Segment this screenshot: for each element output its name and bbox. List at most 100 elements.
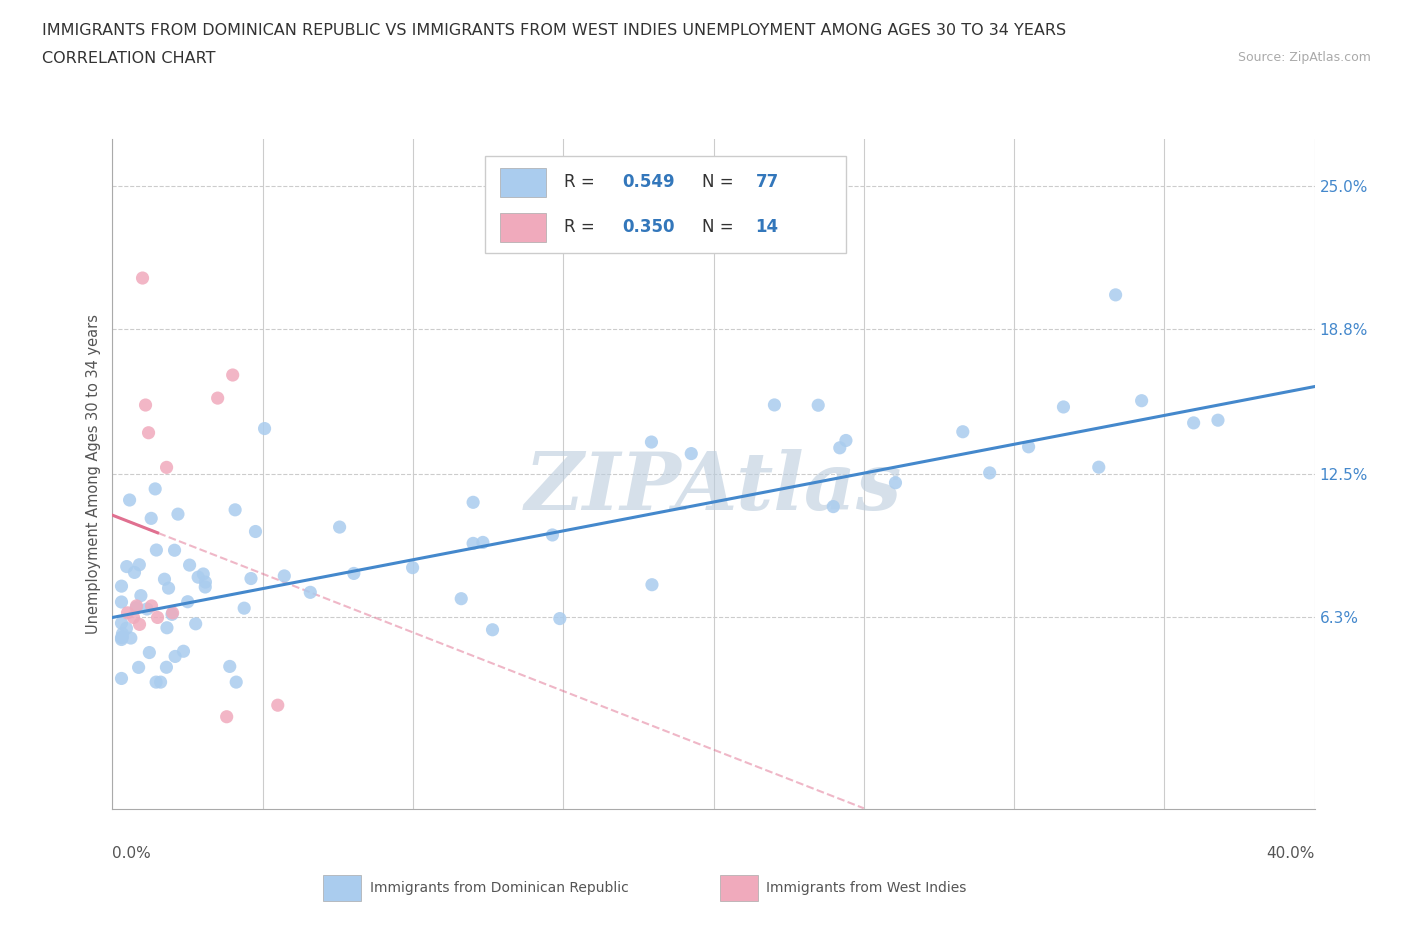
Point bbox=[461, 536, 484, 551]
FancyBboxPatch shape bbox=[323, 875, 361, 901]
Point bbox=[222, 367, 245, 382]
Text: Source: ZipAtlas.com: Source: ZipAtlas.com bbox=[1237, 51, 1371, 64]
Point bbox=[187, 570, 209, 585]
Text: Immigrants from Dominican Republic: Immigrants from Dominican Republic bbox=[370, 881, 628, 896]
Point bbox=[110, 632, 132, 647]
Point bbox=[129, 588, 152, 603]
Point bbox=[884, 475, 907, 490]
Point bbox=[225, 674, 247, 689]
Point bbox=[153, 572, 176, 587]
Point bbox=[401, 560, 423, 575]
Point bbox=[299, 585, 322, 600]
Point bbox=[111, 626, 134, 641]
Point bbox=[138, 425, 160, 440]
Text: Immigrants from West Indies: Immigrants from West Indies bbox=[766, 881, 967, 896]
Point bbox=[835, 433, 858, 448]
Point bbox=[172, 644, 194, 658]
Point bbox=[110, 616, 132, 631]
Point bbox=[1182, 416, 1205, 431]
Point bbox=[141, 599, 163, 614]
Point bbox=[110, 631, 132, 645]
Point bbox=[215, 710, 238, 724]
Point bbox=[165, 649, 187, 664]
Text: CORRELATION CHART: CORRELATION CHART bbox=[42, 51, 215, 66]
Point bbox=[122, 610, 145, 625]
Point bbox=[224, 502, 246, 517]
Text: 40.0%: 40.0% bbox=[1267, 846, 1315, 861]
Point bbox=[471, 535, 494, 550]
Point bbox=[111, 630, 134, 644]
Point bbox=[110, 578, 132, 593]
Point bbox=[641, 578, 664, 592]
Point bbox=[184, 617, 207, 631]
Point bbox=[117, 605, 139, 620]
Point bbox=[135, 398, 157, 413]
Point bbox=[155, 460, 177, 475]
Point bbox=[146, 610, 169, 625]
Point bbox=[233, 601, 256, 616]
Point bbox=[115, 621, 138, 636]
Point bbox=[193, 566, 215, 581]
Point bbox=[828, 441, 851, 456]
Point bbox=[136, 602, 159, 617]
Point bbox=[143, 482, 166, 497]
Point bbox=[979, 466, 1001, 481]
Point bbox=[481, 622, 503, 637]
Point bbox=[267, 698, 290, 712]
Point bbox=[145, 674, 167, 689]
Point bbox=[110, 594, 132, 609]
Point bbox=[128, 557, 150, 572]
Point bbox=[162, 605, 184, 620]
Point bbox=[145, 542, 167, 557]
Point bbox=[450, 591, 472, 606]
Point bbox=[160, 607, 183, 622]
Point bbox=[138, 645, 160, 660]
Point bbox=[681, 446, 703, 461]
Point bbox=[207, 391, 229, 405]
Point bbox=[141, 511, 163, 525]
Point bbox=[1018, 439, 1040, 454]
FancyBboxPatch shape bbox=[720, 875, 758, 901]
Point bbox=[807, 398, 830, 413]
Point bbox=[179, 558, 201, 573]
Point bbox=[253, 421, 276, 436]
Point bbox=[125, 599, 148, 614]
Point bbox=[541, 527, 564, 542]
Point bbox=[218, 659, 240, 674]
Point bbox=[548, 611, 571, 626]
Point bbox=[273, 568, 295, 583]
Point bbox=[149, 674, 172, 689]
Point bbox=[120, 631, 142, 645]
Text: IMMIGRANTS FROM DOMINICAN REPUBLIC VS IMMIGRANTS FROM WEST INDIES UNEMPLOYMENT A: IMMIGRANTS FROM DOMINICAN REPUBLIC VS IM… bbox=[42, 23, 1066, 38]
Text: ZIPAtlas: ZIPAtlas bbox=[524, 449, 903, 526]
Point bbox=[131, 271, 153, 286]
Point bbox=[110, 671, 132, 686]
Point bbox=[124, 565, 146, 579]
Point bbox=[640, 434, 662, 449]
Point bbox=[329, 520, 352, 535]
Point bbox=[343, 566, 366, 581]
Point bbox=[155, 659, 177, 674]
Point bbox=[118, 493, 141, 508]
Point bbox=[1130, 393, 1153, 408]
Text: 0.0%: 0.0% bbox=[112, 846, 152, 861]
Point bbox=[823, 499, 845, 514]
Point bbox=[1104, 287, 1126, 302]
Point bbox=[763, 397, 786, 412]
Point bbox=[156, 620, 179, 635]
Point bbox=[461, 495, 484, 510]
Point bbox=[1052, 400, 1074, 415]
Point bbox=[194, 579, 217, 594]
Point bbox=[125, 600, 148, 615]
Point bbox=[1206, 413, 1229, 428]
Point bbox=[115, 559, 138, 574]
Point bbox=[157, 580, 180, 595]
Point bbox=[952, 424, 974, 439]
Point bbox=[1087, 459, 1109, 474]
Point bbox=[128, 660, 150, 675]
Point bbox=[194, 575, 217, 590]
Y-axis label: Unemployment Among Ages 30 to 34 years: Unemployment Among Ages 30 to 34 years bbox=[86, 314, 101, 634]
Point bbox=[128, 617, 150, 631]
Point bbox=[176, 594, 198, 609]
Point bbox=[167, 507, 190, 522]
